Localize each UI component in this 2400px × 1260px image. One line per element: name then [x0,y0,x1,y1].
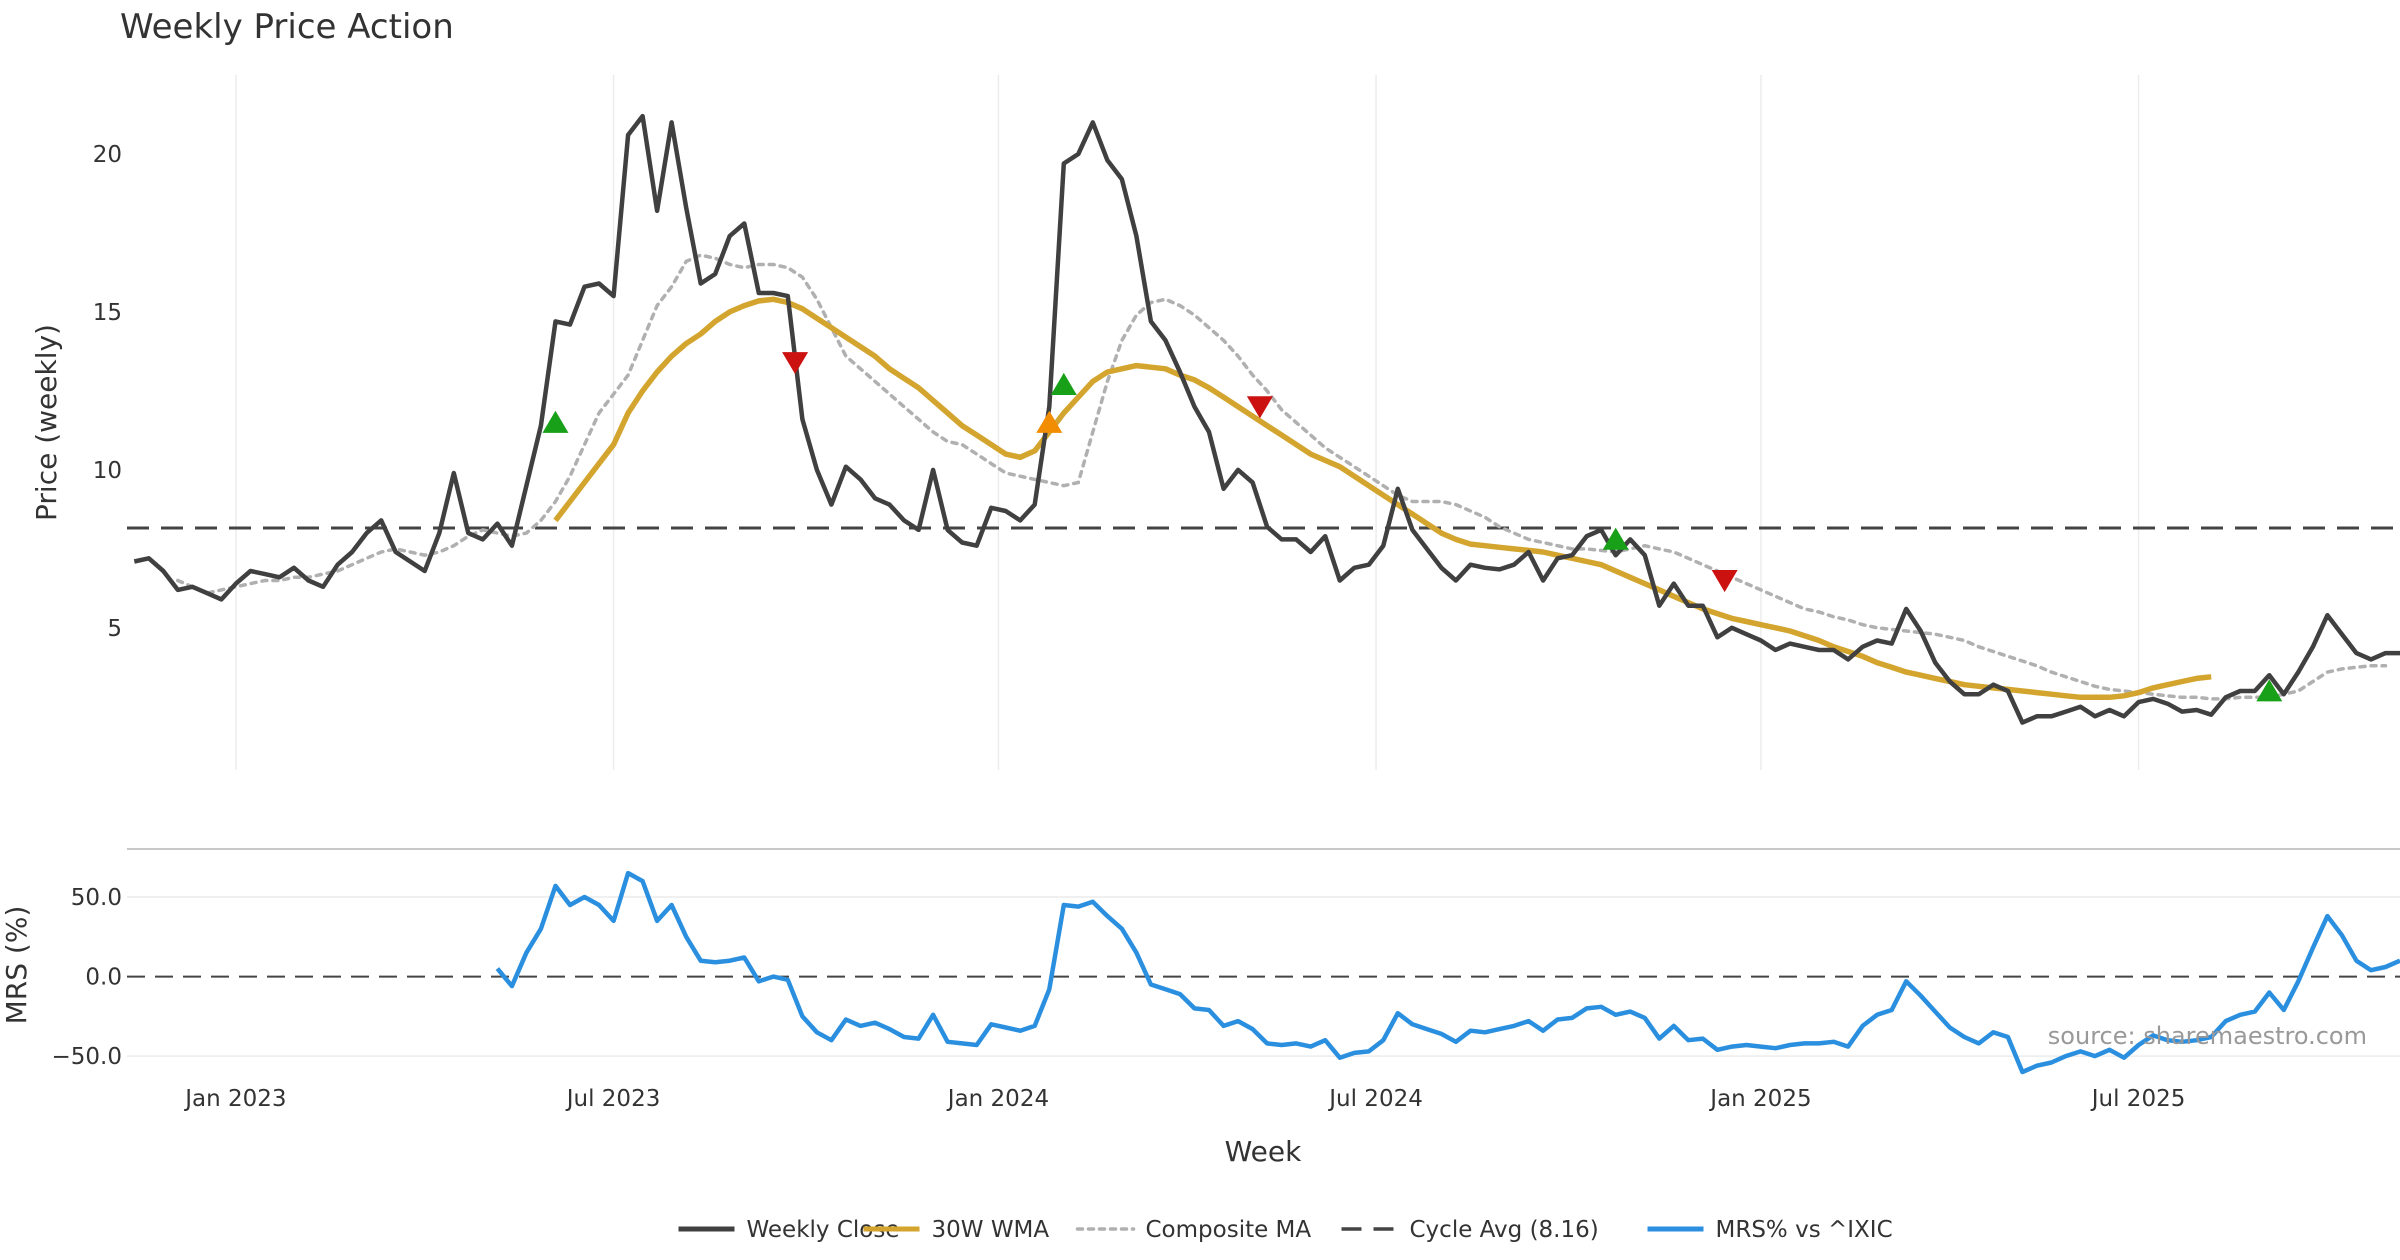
wma-30w-line [553,296,2212,701]
price-y-tick-label: 5 [107,616,122,642]
sell-signal-marker [1246,396,1273,419]
sell-signal-marker [1711,570,1738,593]
x-axis-label: Week [1225,1135,1302,1168]
chart-title: Weekly Price Action [120,7,454,47]
mrs-y-axis-label: MRS (%) [0,906,33,1025]
weekly-close-line [133,113,2400,725]
buy-signal-marker [1602,527,1629,550]
legend-label: 30W WMA [932,1217,1050,1243]
x-tick-label: Jan 2023 [183,1086,286,1112]
x-tick-labels: Jan 2023 Jul 2023 Jan 2024 Jul 2024 Jan 2025… [183,1086,2185,1112]
legend-label: MRS% vs ^IXIC [1716,1217,1893,1243]
price-y-tick-label: 10 [93,458,122,484]
legend-item: Composite MA [1075,1217,1312,1243]
legend-item: Cycle Avg (8.16) [1341,1217,1599,1243]
mrs-y-tick-labels: 50.0 0.0 −50.0 [52,885,122,1070]
price-y-tick-label: 20 [93,142,122,168]
x-tick-label: Jul 2023 [565,1086,661,1112]
warning-signal-marker [1036,410,1063,433]
buy-signal-marker [1050,372,1077,395]
legend-item: MRS% vs ^IXIC [1647,1217,1893,1243]
price-gridlines [235,75,2140,770]
price-y-axis-label: Price (weekly) [30,324,63,521]
mrs-gridlines [127,896,2400,1057]
buy-signal-marker [542,410,569,433]
x-tick-label: Jul 2024 [1327,1086,1423,1112]
mrs-line [495,870,2400,1075]
x-tick-label: Jul 2025 [2090,1086,2186,1112]
price-panel: 5 10 15 20 Price (weekly) [30,75,2400,770]
legend: Weekly Close 30W WMA Composite MA Cycle Avg… [678,1217,1893,1243]
signal-markers [542,352,2283,702]
mrs-y-tick-label: 50.0 [71,885,122,911]
buy-signal-marker [2256,679,2283,702]
price-y-tick-labels: 5 10 15 20 [93,142,122,642]
mrs-y-tick-label: −50.0 [52,1044,122,1070]
price-y-tick-label: 15 [93,300,122,326]
mrs-panel: 50.0 0.0 −50.0 MRS (%) source: sharemaestr… [0,870,2400,1075]
mrs-y-tick-label: 0.0 [85,965,122,991]
x-tick-label: Jan 2025 [1708,1086,1811,1112]
sell-signal-marker [782,352,809,375]
source-attribution: source: sharemaestro.com [2048,1022,2367,1050]
x-tick-label: Jan 2024 [946,1086,1049,1112]
legend-label: Composite MA [1146,1217,1312,1243]
legend-item: 30W WMA [863,1217,1050,1243]
legend-label: Cycle Avg (8.16) [1410,1217,1599,1243]
composite-ma-line [176,253,2388,701]
